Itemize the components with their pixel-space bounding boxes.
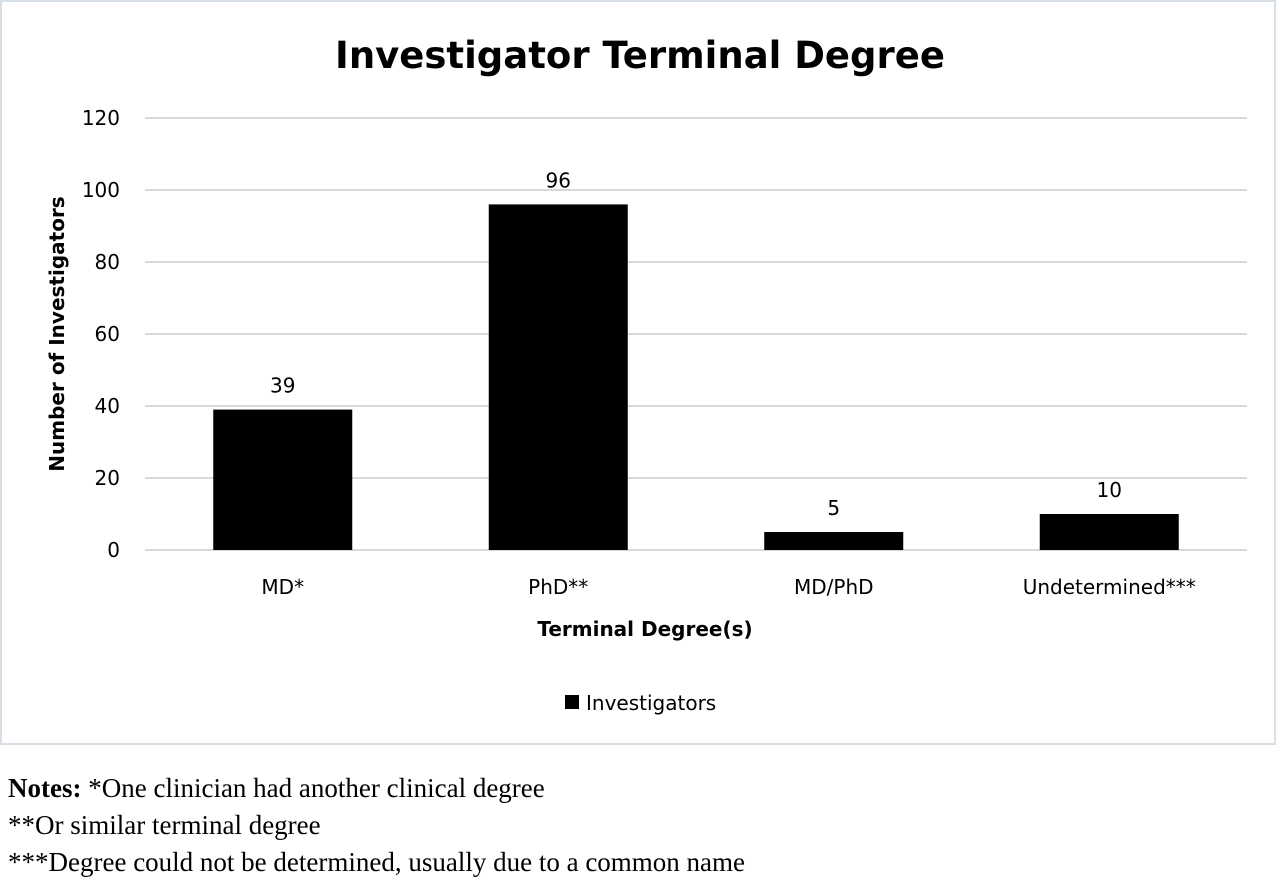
data-label: 96 xyxy=(546,168,571,192)
y-tick-label: 0 xyxy=(107,538,120,562)
y-tick-label: 100 xyxy=(82,178,120,202)
y-axis-title: Number of Investigators xyxy=(45,196,69,471)
bar xyxy=(213,409,353,550)
y-tick-label: 20 xyxy=(95,466,120,490)
bar xyxy=(1039,514,1179,550)
y-tick-label: 40 xyxy=(95,394,120,418)
legend-label: Investigators xyxy=(586,691,716,715)
category-label: MD* xyxy=(261,575,304,599)
y-tick-label: 80 xyxy=(95,250,120,274)
data-label: 39 xyxy=(270,374,295,398)
bar xyxy=(488,204,628,550)
legend-swatch xyxy=(565,695,579,709)
data-labels: 39 96 5 10 xyxy=(270,168,1122,520)
data-label: 10 xyxy=(1097,478,1122,502)
data-label: 5 xyxy=(827,496,840,520)
chart-frame xyxy=(0,0,1276,745)
chart-title: Investigator Terminal Degree xyxy=(335,34,945,77)
bars xyxy=(213,204,1179,550)
y-tick-labels: 0 20 40 60 80 100 120 xyxy=(82,106,120,562)
note-line-1: Notes: *One clinician had another clinic… xyxy=(8,770,1268,807)
category-label: MD/PhD xyxy=(794,575,874,599)
bar-chart: Investigator Terminal Degree 0 20 40 60 80 10… xyxy=(45,34,1247,715)
category-labels: MD* PhD** MD/PhD Undetermined*** xyxy=(261,575,1195,599)
category-label: Undetermined*** xyxy=(1023,575,1196,599)
note-text-1: *One clinician had another clinical degr… xyxy=(81,773,545,803)
note-line-3: ***Degree could not be determined, usual… xyxy=(8,847,746,877)
y-tick-label: 120 xyxy=(82,106,120,130)
bar xyxy=(764,532,904,550)
x-axis-title: Terminal Degree(s) xyxy=(537,617,752,641)
legend: Investigators xyxy=(565,691,716,715)
category-label: PhD** xyxy=(528,575,588,599)
notes-prefix: Notes: xyxy=(8,773,82,803)
note-line-2: **Or similar terminal degree xyxy=(8,810,321,840)
y-tick-label: 60 xyxy=(95,322,120,346)
notes: Notes: *One clinician had another clinic… xyxy=(8,770,1268,881)
